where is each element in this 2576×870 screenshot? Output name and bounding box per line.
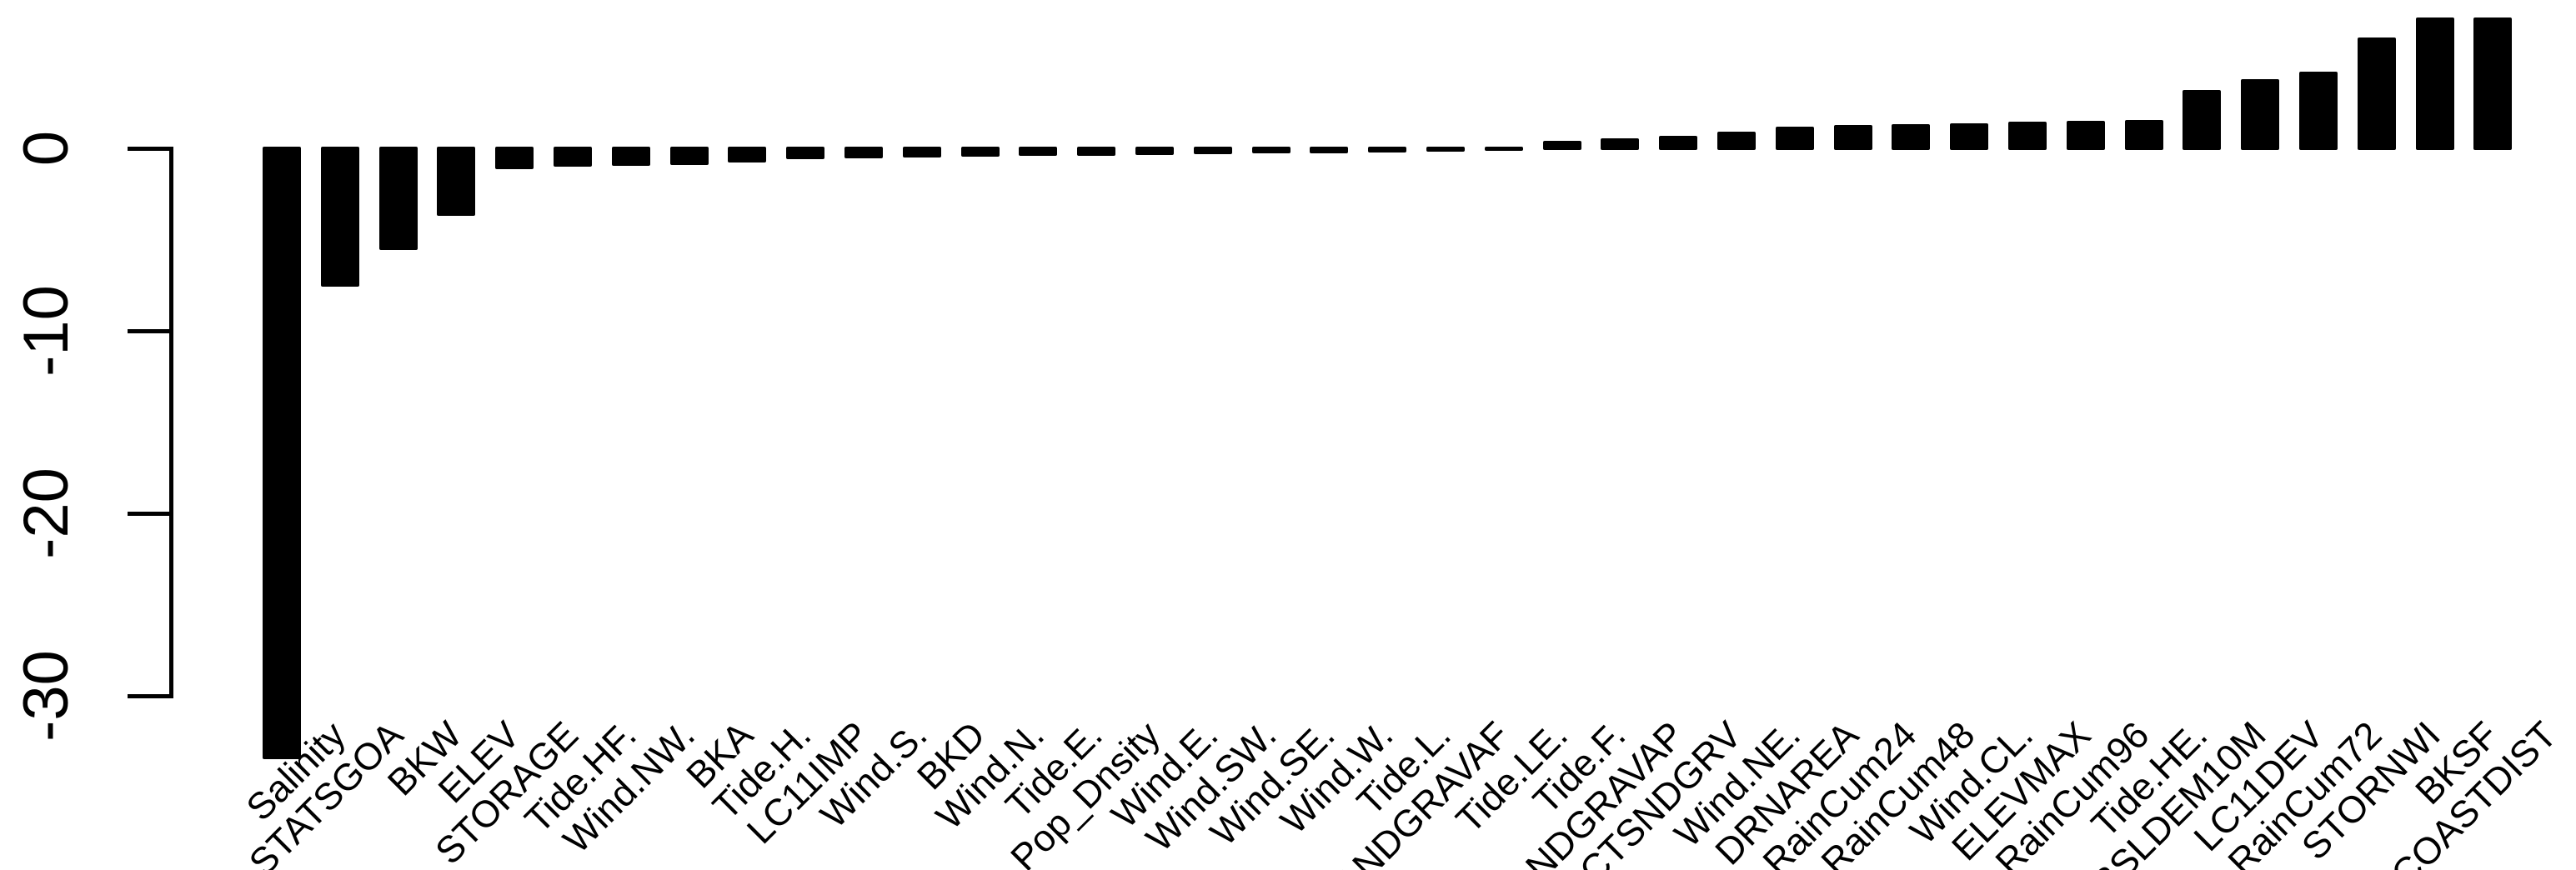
bar [320, 147, 359, 288]
bar [1950, 122, 1989, 150]
bar [1601, 138, 1640, 150]
bar [2066, 121, 2105, 150]
bar [1310, 147, 1349, 153]
bar [611, 147, 650, 166]
bar [902, 147, 941, 158]
bar [1193, 147, 1232, 155]
bar [495, 147, 534, 169]
bar [669, 147, 709, 165]
bar [263, 147, 301, 760]
bar [1775, 126, 1814, 150]
bar [1484, 147, 1523, 151]
bar [844, 147, 883, 158]
bar [437, 147, 476, 216]
bar [1717, 132, 1756, 150]
bar [786, 147, 825, 159]
bar [1251, 147, 1291, 154]
bar [2241, 78, 2280, 150]
y-tick-label: -10 [11, 285, 82, 377]
bar [2183, 90, 2222, 150]
y-tick-label: 0 [11, 130, 82, 167]
bar [1833, 124, 1872, 150]
y-axis-tick [128, 146, 169, 151]
y-tick-label: -20 [11, 468, 82, 559]
y-axis-tick [128, 328, 169, 333]
bar [2008, 122, 2047, 150]
bar [2415, 17, 2454, 150]
y-axis-line [169, 146, 173, 698]
bar [2473, 17, 2513, 150]
bar [1542, 141, 1581, 150]
y-axis-tick [128, 693, 169, 698]
bar [1892, 123, 1931, 150]
bar [1077, 147, 1116, 156]
bar [2124, 120, 2163, 150]
bar [554, 147, 592, 167]
bar [378, 147, 418, 251]
bar [960, 147, 1000, 158]
bar [728, 147, 767, 163]
bar [1019, 147, 1058, 157]
bar [2357, 37, 2396, 150]
bar [1135, 147, 1174, 155]
y-axis-tick [128, 511, 169, 516]
bar [1368, 147, 1407, 152]
bar [2299, 72, 2338, 150]
y-tick-label: -30 [11, 650, 82, 742]
bar [1659, 135, 1698, 150]
bar [1426, 147, 1465, 152]
